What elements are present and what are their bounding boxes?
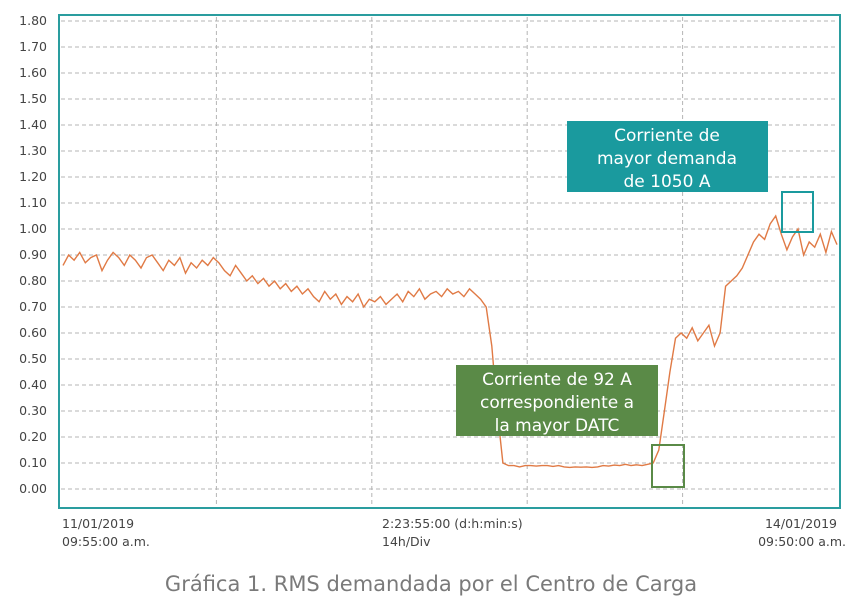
low-highlight-box bbox=[651, 444, 685, 488]
low-annotation-line-3: la mayor DATC bbox=[495, 416, 620, 436]
y-tick-label: 0.50 bbox=[19, 351, 47, 366]
peak-highlight-box bbox=[781, 191, 814, 233]
y-tick-label: 1.10 bbox=[19, 195, 47, 210]
y-tick-label: 1.80 bbox=[19, 13, 47, 28]
y-axis: 0.00 0.10 0.20 0.30 0.40 0.50 0.60 0.70 0.80 0.90… bbox=[19, 13, 47, 496]
rms-line-chart: 0.00 0.10 0.20 0.30 0.40 0.50 0.60 0.70 0.80 0.90… bbox=[19, 13, 846, 549]
y-tick-label: 0.60 bbox=[19, 325, 47, 340]
low-annotation-line-2: correspondiente a bbox=[480, 393, 634, 413]
x-label-start-time: 09:55:00 a.m. bbox=[62, 534, 150, 549]
y-tick-label: 1.70 bbox=[19, 39, 47, 54]
plot-frame bbox=[58, 14, 841, 509]
y-tick-label: 0.20 bbox=[19, 429, 47, 444]
y-tick-label: 1.20 bbox=[19, 169, 47, 184]
y-tick-label: 0.30 bbox=[19, 403, 47, 418]
y-tick-label: 1.50 bbox=[19, 91, 47, 106]
x-label-start-date: 11/01/2019 bbox=[62, 516, 134, 531]
peak-annotation-box bbox=[567, 121, 768, 192]
chart-caption: Gráfica 1. RMS demandada por el Centro d… bbox=[164, 572, 698, 596]
y-tick-label: 0.10 bbox=[19, 455, 47, 470]
peak-annotation-line-2: mayor demanda bbox=[597, 149, 737, 169]
x-label-division: 14h/Div bbox=[382, 534, 431, 549]
peak-annotation-line-3: de 1050 A bbox=[624, 172, 711, 192]
y-tick-label: 1.00 bbox=[19, 221, 47, 236]
y-tick-label: 0.00 bbox=[19, 481, 47, 496]
low-annotation-box bbox=[456, 365, 658, 436]
peak-annotation-line-1: Corriente de bbox=[614, 126, 720, 146]
y-tick-label: 0.70 bbox=[19, 299, 47, 314]
x-label-span: 2:23:55:00 (d:h:min:s) bbox=[382, 516, 523, 531]
y-tick-label: 1.40 bbox=[19, 117, 47, 132]
low-annotation-line-1: Corriente de 92 A bbox=[482, 370, 632, 390]
x-label-end-date: 14/01/2019 bbox=[765, 516, 837, 531]
series-line bbox=[62, 214, 838, 469]
y-tick-label: 1.60 bbox=[19, 65, 47, 80]
y-tick-label: 0.90 bbox=[19, 247, 47, 262]
y-tick-label: 1.30 bbox=[19, 143, 47, 158]
x-label-end-time: 09:50:00 a.m. bbox=[758, 534, 846, 549]
y-tick-label: 0.40 bbox=[19, 377, 47, 392]
y-tick-label: 0.80 bbox=[19, 273, 47, 288]
